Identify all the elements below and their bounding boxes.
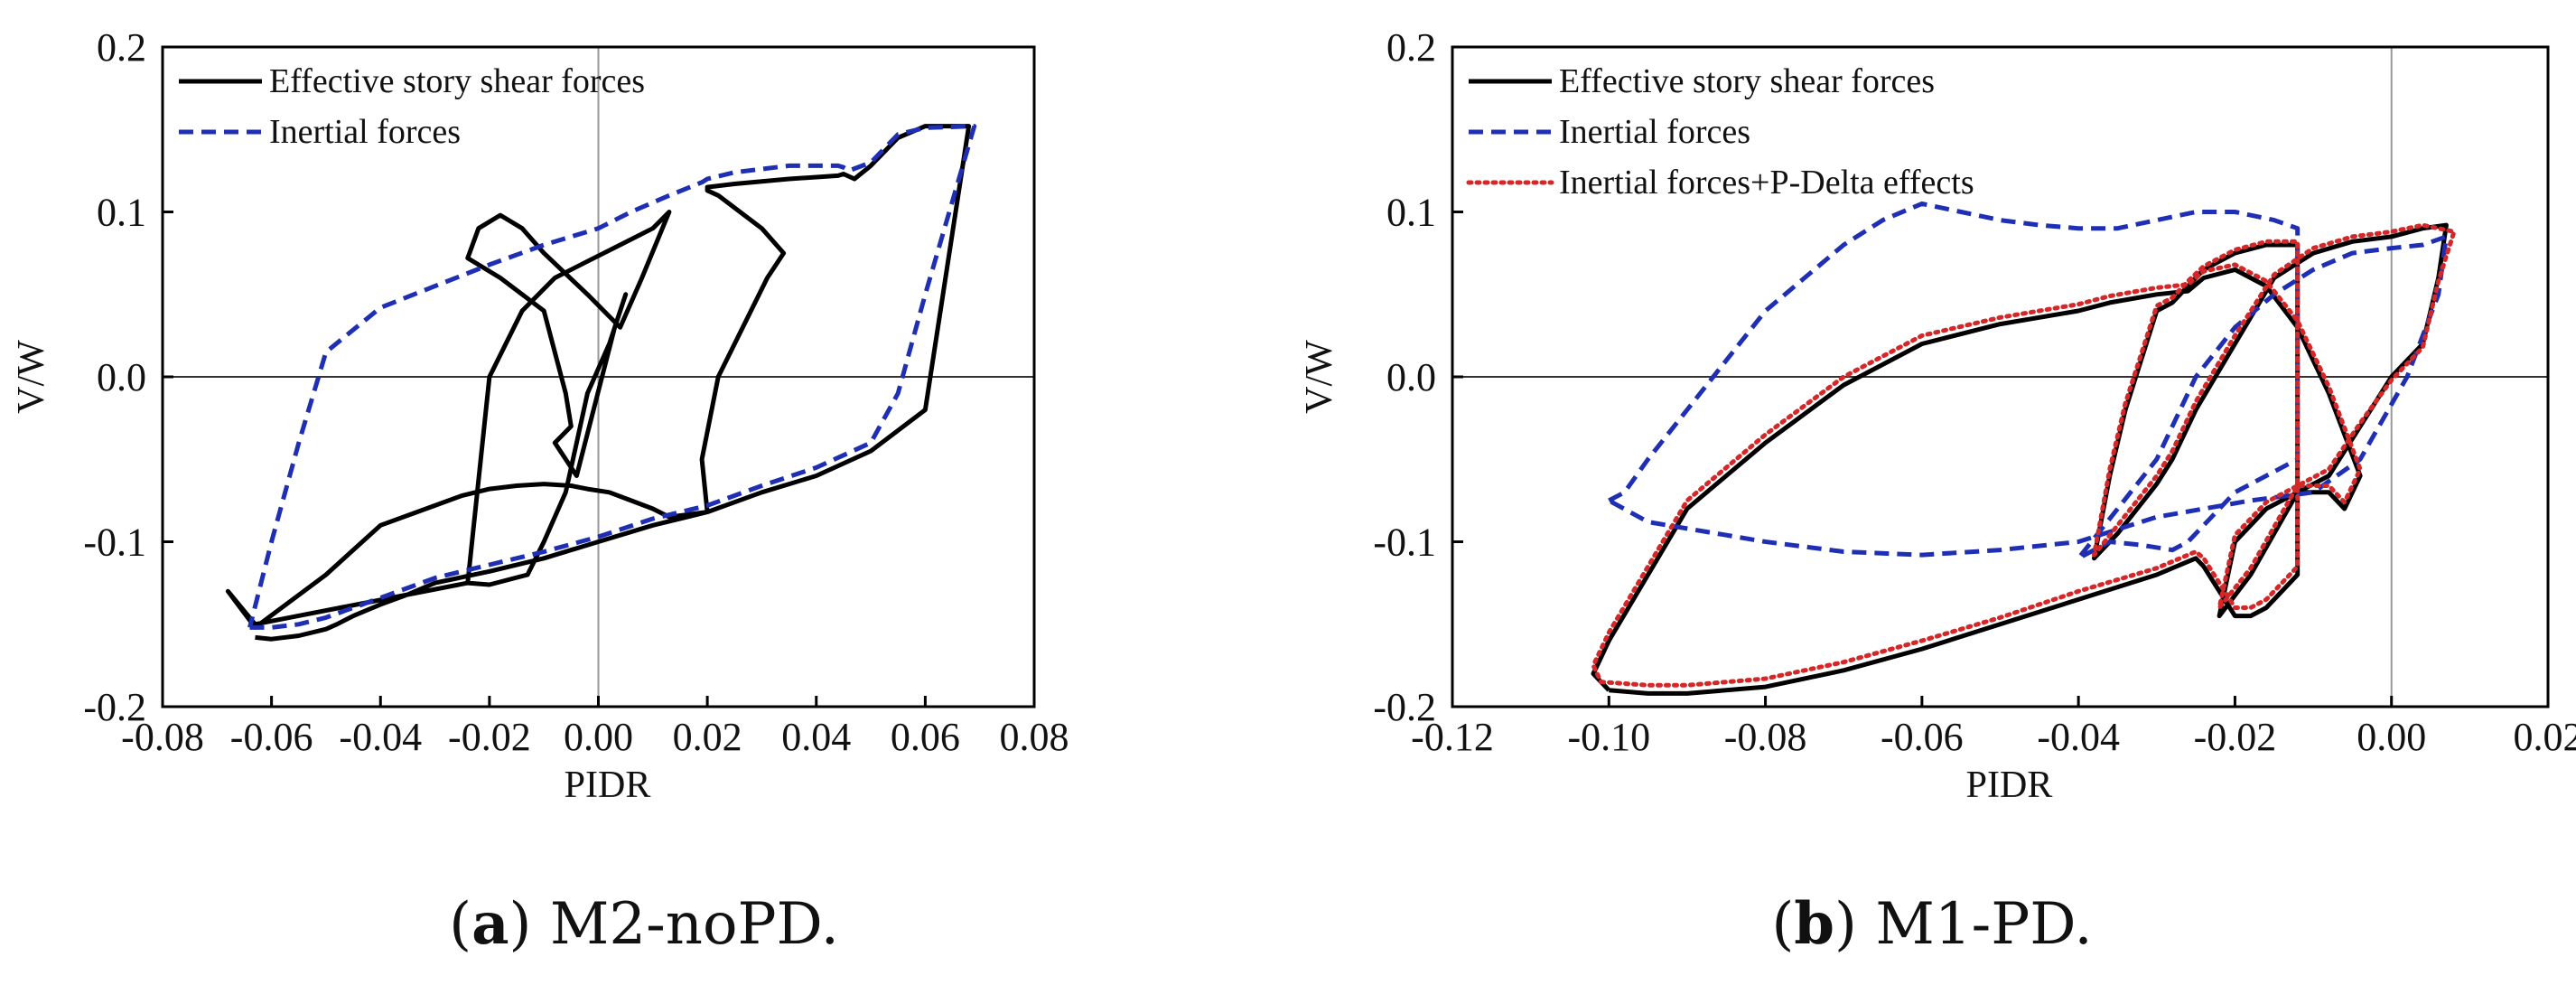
- series-line-2: [247, 124, 977, 630]
- x-tick-label: -0.04: [339, 715, 422, 759]
- legend-label: Inertial forces+P-Delta effects: [1559, 164, 1974, 202]
- series-line-1: [1591, 222, 2449, 696]
- caption-text: M2-noPD.: [549, 891, 839, 958]
- caption-a: (a) M2-noPD.: [449, 890, 839, 958]
- y-tick-label: 0.2: [97, 25, 146, 70]
- x-tick-label: -0.04: [2037, 715, 2120, 759]
- caption-text: M1-PD.: [1875, 891, 2093, 958]
- x-tick-label: -0.02: [448, 715, 531, 759]
- legend-label: Inertial forces: [1559, 113, 1750, 151]
- x-tick-label: -0.06: [1881, 715, 1964, 759]
- x-axis-label: PIDR: [565, 765, 651, 806]
- y-tick-label: -0.1: [83, 521, 146, 565]
- x-axis-label: PIDR: [1966, 765, 2053, 806]
- figure-a: -0.08 -0.06 -0.04 -0.02 0.00 0.02 0.04 0.06 0.08…: [11, 25, 1069, 958]
- x-tick-label: 0.00: [2357, 715, 2426, 759]
- legend-label: Effective story shear forces: [1559, 62, 1935, 100]
- y-axis-label: V/W: [1299, 340, 1340, 414]
- x-tick-label: 0.02: [2514, 715, 2576, 759]
- figure-b: -0.12 -0.10 -0.08 -0.06 -0.04 -0.02 0.00 0.02 -0…: [1288, 0, 2576, 985]
- y-axis-label: V/W: [11, 340, 52, 414]
- x-tick-label: 0.00: [564, 715, 633, 759]
- y-tick-label: 0.0: [1386, 355, 1436, 399]
- caption-letter: b: [1794, 890, 1835, 958]
- x-tick-label: 0.08: [1000, 715, 1069, 759]
- x-tick-label: -0.10: [1567, 715, 1650, 759]
- series-line-3: [1591, 222, 2457, 688]
- x-tick-label: 0.06: [891, 715, 960, 759]
- x-tick-label: -0.12: [1411, 715, 1494, 759]
- chart-a: -0.08 -0.06 -0.04 -0.02 0.00 0.02 0.04 0.06 0.08…: [11, 25, 1069, 806]
- x-tick-label: 0.02: [673, 715, 742, 759]
- y-tick-label: 0.1: [97, 191, 146, 235]
- x-tick-label: -0.02: [2194, 715, 2277, 759]
- x-tick-label: -0.08: [1724, 715, 1807, 759]
- x-tick-label: 0.04: [781, 715, 851, 759]
- y-tick-label: 0.1: [1386, 191, 1436, 235]
- x-tick-label: -0.08: [121, 715, 204, 759]
- y-tick-label: -0.2: [83, 685, 146, 729]
- series-line-2: [1608, 201, 2449, 561]
- caption-letter: a: [471, 890, 509, 958]
- legend-label: Effective story shear forces: [269, 62, 645, 100]
- y-tick-label: -0.1: [1373, 521, 1436, 565]
- y-tick-label: 0.2: [1386, 25, 1436, 70]
- series-line-1: [225, 124, 972, 642]
- chart-b: -0.12 -0.10 -0.08 -0.06 -0.04 -0.02 0.00 0.02 -0…: [1299, 25, 2576, 806]
- x-tick-label: -0.06: [230, 715, 313, 759]
- legend-label: Inertial forces: [269, 113, 461, 151]
- caption-b: (b) M1-PD.: [1771, 890, 2093, 958]
- y-tick-label: -0.2: [1373, 685, 1436, 729]
- y-tick-label: 0.0: [97, 355, 146, 399]
